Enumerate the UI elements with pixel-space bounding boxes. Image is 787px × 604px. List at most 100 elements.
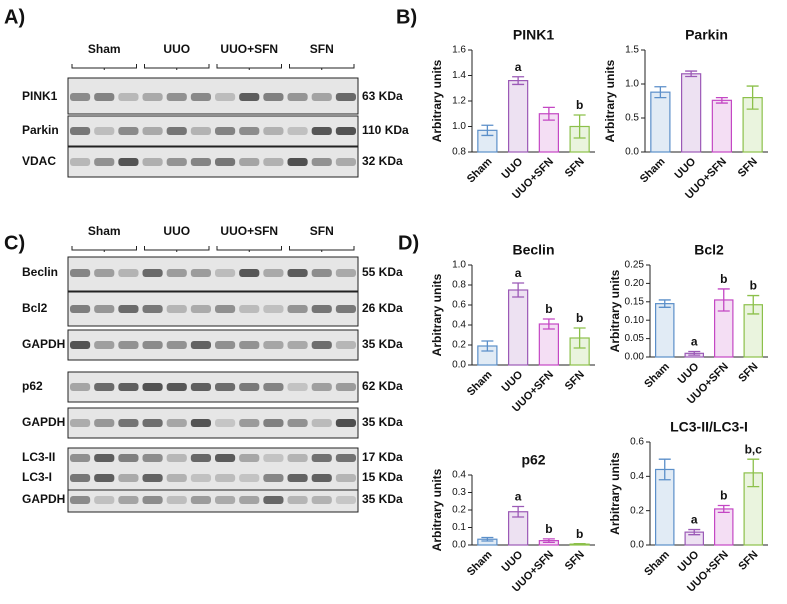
- blot-band: [142, 474, 163, 482]
- blot-size: 35 KDa: [362, 492, 403, 506]
- blot-band: [142, 127, 163, 135]
- y-tick-label: 1.0: [625, 79, 639, 90]
- chart-title: Beclin: [512, 242, 554, 258]
- blot-band: [94, 419, 115, 427]
- group-label: UUO: [163, 42, 190, 56]
- bar: [507, 289, 529, 366]
- blot-band: [190, 305, 211, 313]
- blot-band: [239, 127, 260, 135]
- blot-band: [239, 269, 260, 277]
- error-bar: [512, 282, 525, 298]
- blot-label: LC3-II: [22, 450, 55, 464]
- blot-band: [287, 158, 308, 166]
- blot-label: VDAC: [22, 154, 56, 168]
- blot-frame: [67, 489, 359, 513]
- blot-band: [166, 93, 187, 101]
- blot-band: [70, 496, 91, 504]
- y-tick-label: 0.0: [625, 147, 639, 158]
- blot-band: [335, 474, 356, 482]
- y-tick-label: 0.1: [452, 522, 466, 533]
- blot-band: [287, 496, 308, 504]
- blot-band: [94, 341, 115, 349]
- blot-band: [118, 496, 139, 504]
- blot-band: [215, 419, 236, 427]
- error-bar: [715, 96, 728, 104]
- blot-frame: [67, 146, 359, 178]
- blot-frame: [67, 77, 359, 115]
- blot-frame: [67, 447, 359, 491]
- blot-band: [70, 474, 91, 482]
- blot-band: [311, 305, 332, 313]
- blot-band: [94, 383, 115, 391]
- bar: [711, 99, 733, 153]
- y-tick-label: 1.4: [452, 70, 466, 81]
- blot-size: 32 KDa: [362, 154, 403, 168]
- group-bracket: [71, 64, 137, 70]
- bar: [655, 468, 675, 546]
- error-bar: [717, 504, 730, 514]
- blot-band: [118, 305, 139, 313]
- annotation: a: [691, 335, 698, 349]
- blot-band: [287, 305, 308, 313]
- blot-band: [70, 269, 91, 277]
- blot-band: [70, 305, 91, 313]
- blot-band: [118, 127, 139, 135]
- blot-band: [239, 454, 260, 462]
- blot-band: [166, 158, 187, 166]
- error-bar: [685, 70, 698, 78]
- blot-band: [142, 269, 163, 277]
- blot-label: Parkin: [22, 123, 59, 137]
- blot-band: [287, 93, 308, 101]
- blot-band: [239, 305, 260, 313]
- annotation: b: [545, 302, 552, 316]
- blot-band: [166, 341, 187, 349]
- blot-band: [166, 383, 187, 391]
- blot-band: [335, 454, 356, 462]
- blot-band: [335, 127, 356, 135]
- error-bar: [512, 505, 525, 518]
- blot-band: [239, 341, 260, 349]
- blot-band: [239, 158, 260, 166]
- blot-size: 15 KDa: [362, 470, 403, 484]
- annotation: b: [750, 279, 757, 293]
- annotation: b: [576, 527, 583, 541]
- panel-label: A): [4, 6, 25, 28]
- blot-label: GAPDH: [22, 492, 65, 506]
- error-bar: [746, 85, 759, 110]
- blot-band: [335, 341, 356, 349]
- y-axis-label: Arbitrary units: [430, 468, 444, 551]
- blot-frame: [67, 407, 359, 439]
- blot-band: [118, 341, 139, 349]
- y-axis-label: Arbitrary units: [430, 273, 444, 356]
- group-bracket: [144, 64, 210, 70]
- blot-band: [118, 269, 139, 277]
- annotation: a: [515, 266, 522, 280]
- blot-band: [70, 454, 91, 462]
- blot-label: p62: [22, 379, 43, 393]
- blot-band: [94, 93, 115, 101]
- blot-band: [166, 419, 187, 427]
- annotation: a: [691, 513, 698, 527]
- blot-band: [311, 419, 332, 427]
- y-axis-label: Arbitrary units: [608, 452, 622, 535]
- blot-band: [239, 474, 260, 482]
- blot-size: 35 KDa: [362, 415, 403, 429]
- blot-band: [70, 383, 91, 391]
- blot-band: [335, 305, 356, 313]
- group-label: SFN: [310, 224, 334, 238]
- blot-frame: [67, 115, 359, 147]
- blot-band: [166, 474, 187, 482]
- blot-band: [335, 496, 356, 504]
- error-bar: [573, 114, 586, 139]
- blot-label: PINK1: [22, 89, 58, 103]
- blot-band: [335, 419, 356, 427]
- blot-band: [263, 419, 284, 427]
- blot-band: [263, 496, 284, 504]
- panel-label: C): [4, 232, 25, 254]
- y-tick-label: 0.8: [452, 280, 466, 291]
- y-axis-label: Arbitrary units: [603, 59, 617, 142]
- blot-band: [70, 127, 91, 135]
- group-label: Sham: [88, 224, 121, 238]
- blot-frame: [67, 291, 359, 327]
